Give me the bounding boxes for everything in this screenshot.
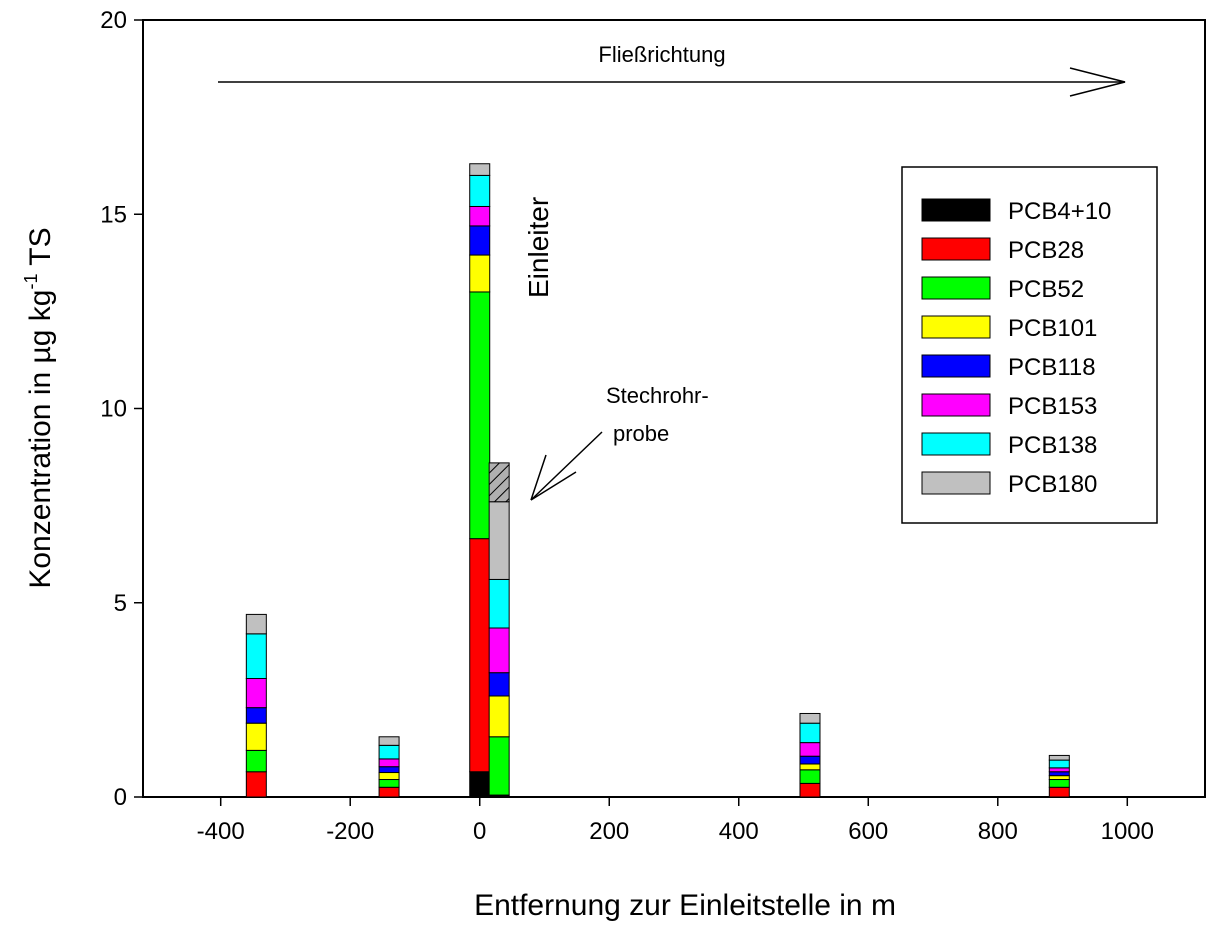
bar-stack (799, 712, 821, 798)
legend-items: PCB4+10 PCB28 PCB52 PCB101 PCB118 PCB153 PCB13… (921, 198, 1111, 498)
bar-segment-pcb101 (245, 722, 267, 751)
x-tick-label: 1000 (1101, 818, 1154, 845)
x-tick-label: 800 (978, 818, 1018, 845)
bar-segment-pcb138 (1048, 759, 1070, 769)
bar-segment-pcb153 (245, 678, 267, 709)
y-tick-label: 0 (114, 784, 127, 811)
x-tick-label: 200 (589, 818, 629, 845)
y-tick-label: 10 (100, 396, 127, 423)
bar-segment-pcb52 (488, 736, 510, 796)
stechrohr-label-line1: Stechrohr- (606, 383, 709, 408)
bar-segment-pcb153 (488, 627, 510, 674)
legend-swatch (921, 315, 991, 339)
stechrohr-annotation: Stechrohr- probe (530, 383, 709, 501)
bar-segment-pcb28 (799, 782, 821, 798)
bar-segment-pcb138 (799, 722, 821, 744)
bar-segment-pcb153 (378, 758, 400, 768)
legend-label: PCB52 (1008, 276, 1084, 303)
bar-segment-pcb101 (469, 254, 491, 293)
legend-label: PCB28 (1008, 237, 1084, 264)
bar-segment-pcb118 (378, 766, 400, 774)
bar-segment-pcb138 (488, 578, 510, 629)
bar-segment-pcb153 (1048, 767, 1070, 773)
axis-ticks: -400 -200 0 200 400 600 800 1000 0 5 10 15 20 (100, 7, 1154, 845)
stechrohr-arrow-head-b (530, 471, 577, 501)
bar-segment-pcb101 (488, 695, 510, 738)
bars (245, 163, 1070, 798)
bar-segment-pcb138 (378, 744, 400, 760)
y-axis-label-suffix: TS (24, 227, 57, 273)
bar-segment-pcb118 (1048, 771, 1070, 777)
bar-segment-pcb180 (469, 163, 491, 176)
bar-segment-pcb28 (1048, 786, 1070, 798)
legend-label: PCB180 (1008, 471, 1097, 498)
stechrohr-label-line2: probe (613, 421, 669, 446)
x-tick-label: 0 (473, 818, 486, 845)
bar-segment-pcb180 (488, 501, 510, 580)
legend-label: PCB101 (1008, 315, 1097, 342)
bar-segment-pcb52 (1048, 779, 1070, 788)
bar-segment-pcb28 (378, 786, 400, 798)
bar-segment-pcb118 (799, 755, 821, 765)
bar-segment-pcb180 (799, 712, 821, 724)
bar-segment-pcb52 (799, 769, 821, 784)
flow-direction-label: Fließrichtung (598, 42, 725, 67)
y-tick-label: 5 (114, 590, 127, 617)
flow-direction-annotation: Fließrichtung (218, 42, 1126, 97)
legend-swatch (921, 354, 991, 378)
x-axis-label: Entfernung zur Einleitstelle in m (474, 889, 896, 922)
legend-label: PCB4+10 (1008, 198, 1111, 225)
bar-segment-pcb410 (469, 771, 491, 798)
legend-swatch (921, 237, 991, 261)
legend-swatch (921, 393, 991, 417)
x-tick-label: 400 (719, 818, 759, 845)
bar-segment-pcb28 (245, 771, 267, 798)
bar-stack (245, 613, 267, 798)
stechrohr-arrow-head-a (530, 454, 547, 501)
x-tick-label: -200 (326, 818, 374, 845)
bar-segment-pcb153 (799, 742, 821, 757)
legend-swatch (921, 432, 991, 456)
bar-stack (378, 736, 400, 798)
legend-label: PCB153 (1008, 393, 1097, 420)
y-tick-label: 20 (100, 7, 127, 34)
bar-segment-pcb101 (1048, 775, 1070, 781)
y-axis-label-main: Konzentration in µg kg (24, 290, 57, 589)
bar-segment-pcb101 (799, 763, 821, 771)
bar-stack (1048, 754, 1070, 798)
stechrohr-arrow-line (530, 431, 603, 501)
bar-segment-pcb52 (245, 749, 267, 773)
bar-segment-pcb118 (488, 672, 510, 697)
legend-label: PCB118 (1008, 354, 1096, 381)
flow-arrow-head (1069, 67, 1126, 97)
bar-segment-hatched (488, 462, 510, 503)
bar-segment-pcb138 (245, 633, 267, 680)
legend-box (901, 166, 1158, 524)
legend-swatch (921, 471, 991, 495)
bar-segment-pcb180 (1048, 754, 1070, 761)
bar-segment-pcb52 (378, 779, 400, 788)
bar-segment-pcb101 (378, 772, 400, 781)
legend-swatch (921, 198, 991, 222)
bar-stack (469, 163, 491, 798)
legend: PCB4+10 PCB28 PCB52 PCB101 PCB118 PCB153 PCB13… (901, 166, 1158, 524)
bar-segment-pcb52 (469, 291, 491, 540)
legend-swatch (921, 276, 991, 300)
bar-segment-pcb28 (469, 538, 491, 773)
bar-segment-pcb153 (469, 205, 491, 227)
bar-stack (488, 462, 510, 798)
bar-segment-pcb180 (245, 613, 267, 635)
legend-label: PCB138 (1008, 432, 1097, 459)
bar-segment-pcb138 (469, 174, 491, 207)
y-tick-label: 15 (100, 201, 127, 228)
bar-segment-pcb118 (469, 225, 491, 256)
y-axis-label: Konzentration in µg kg-1 TS (21, 227, 57, 588)
x-tick-label: -400 (197, 818, 245, 845)
x-tick-label: 600 (848, 818, 888, 845)
bar-segment-pcb118 (245, 707, 267, 724)
y-axis-label-sup: -1 (21, 273, 41, 289)
bar-segment-pcb180 (378, 736, 400, 746)
einleiter-label: Einleiter (523, 197, 554, 298)
